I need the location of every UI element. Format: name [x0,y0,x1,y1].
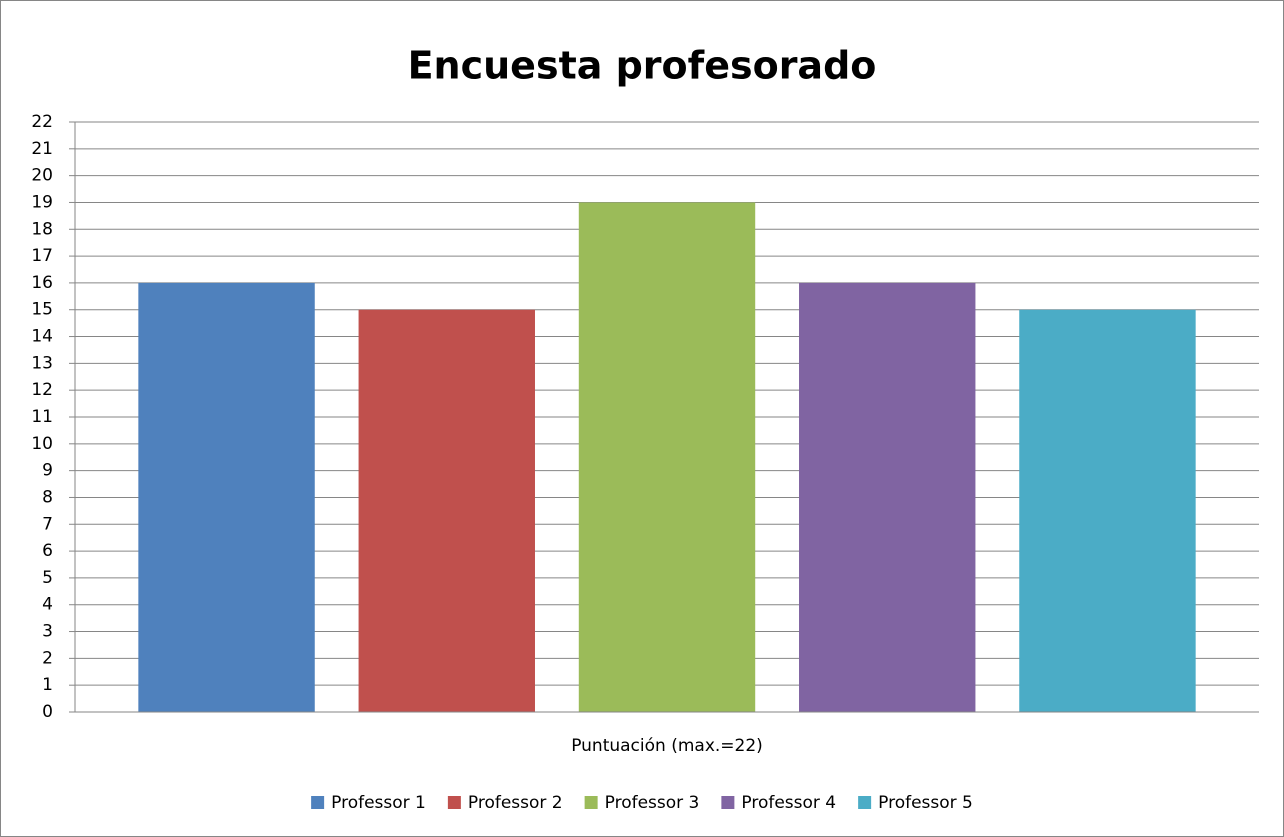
y-tick-label: 1 [42,675,53,695]
legend-item: Professor 2 [447,793,563,813]
legend-item: Professor 4 [721,793,836,813]
y-tick-label: 7 [42,514,53,534]
legend-label: Professor 2 [468,793,563,813]
y-tick-label: 14 [31,327,53,347]
y-tick-label: 2 [42,648,53,668]
y-tick-label: 22 [31,112,53,132]
y-tick-label: 11 [31,407,53,427]
y-tick-label: 18 [31,219,53,239]
legend-swatch [858,796,872,809]
y-tick-label: 4 [42,595,53,615]
legend-label: Professor 5 [878,793,973,813]
legend-item: Professor 5 [858,793,973,813]
bar [578,202,756,713]
bar [799,282,976,712]
legend-swatch [447,796,461,809]
bar [1019,309,1196,712]
legend-swatch [311,796,325,809]
legend-item: Professor 1 [311,793,426,813]
y-tick-label: 17 [31,246,53,266]
bar [138,282,315,712]
legend-item: Professor 3 [584,793,700,813]
x-tick-label: Puntuación (max.=22) [571,736,763,756]
y-tick-label: 15 [31,300,53,320]
y-tick-label: 3 [42,622,53,642]
y-tick-label: 5 [42,568,53,588]
legend-swatch [721,796,735,809]
legend-label: Professor 1 [331,793,426,813]
y-tick-label: 21 [31,139,53,159]
bar [358,309,535,712]
legend-label: Professor 3 [605,793,700,813]
y-tick-label: 13 [31,353,53,373]
y-tick-label: 6 [42,541,53,561]
y-tick-label: 19 [31,192,53,212]
y-tick-label: 10 [31,434,53,454]
y-tick-label: 16 [31,273,53,293]
legend-swatch [584,796,598,809]
chart-title: Encuesta profesorado [408,44,877,88]
y-tick-label: 8 [42,487,53,507]
y-tick-label: 12 [31,380,53,400]
y-tick-label: 0 [42,702,53,722]
legend-label: Professor 4 [741,793,836,813]
y-tick-label: 20 [31,166,53,186]
y-tick-label: 9 [42,461,53,481]
